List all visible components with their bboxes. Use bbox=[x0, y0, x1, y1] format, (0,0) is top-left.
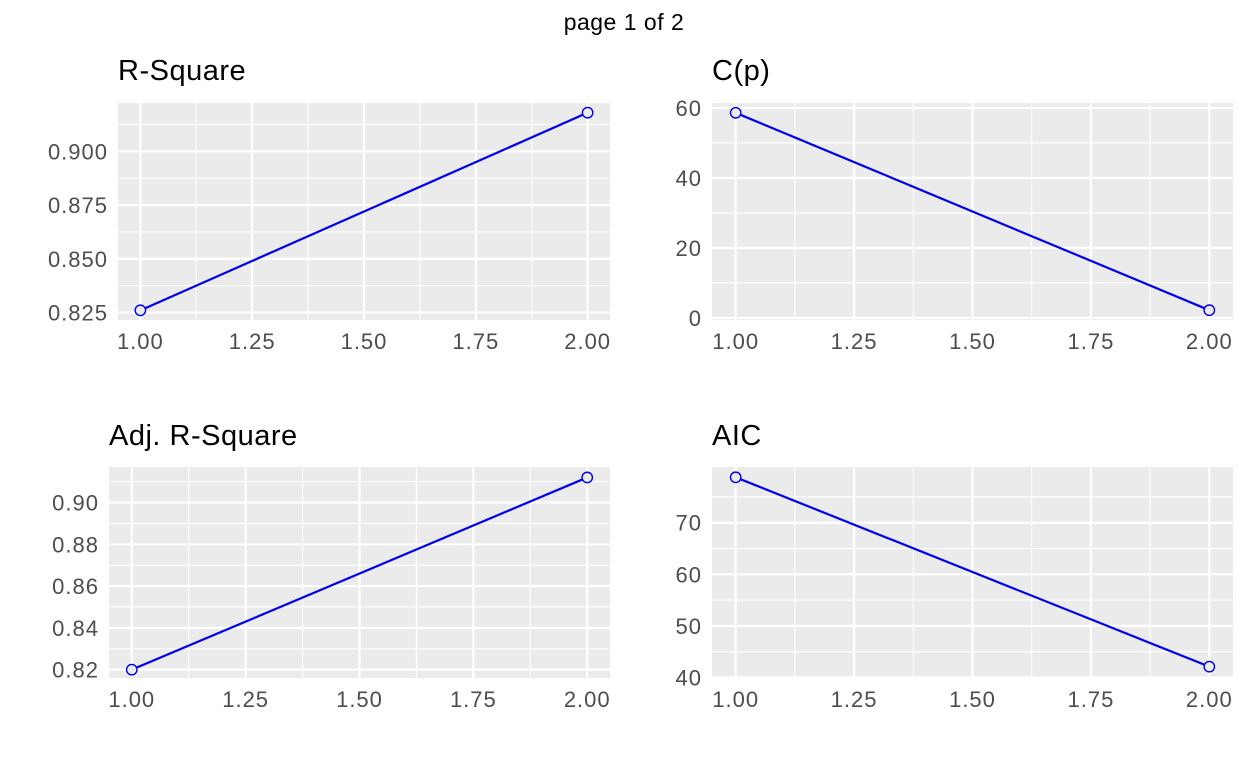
y-tick-label: 0.850 bbox=[48, 247, 108, 272]
y-tick-label: 60 bbox=[676, 96, 702, 121]
data-point-marker bbox=[581, 106, 594, 119]
y-tick-label: 40 bbox=[676, 166, 702, 191]
x-tick-label: 1.25 bbox=[229, 329, 276, 354]
chart-title-cp: C(p) bbox=[712, 55, 771, 87]
data-point-marker bbox=[1203, 304, 1216, 317]
chart-adj-r-square: 1.00 1.25 1.50 1.75 2.00 0.82 0.84 0.86 0.88 0.90 bbox=[52, 467, 610, 712]
x-tick-label: 1.50 bbox=[336, 687, 383, 712]
x-tick-label: 1.25 bbox=[222, 687, 269, 712]
x-tick-label: 1.00 bbox=[117, 329, 164, 354]
x-tick-label: 1.00 bbox=[712, 687, 759, 712]
series-line bbox=[131, 476, 588, 671]
y-tick-label: 0.825 bbox=[48, 300, 108, 325]
x-tick-label: 1.25 bbox=[831, 687, 878, 712]
data-point-marker bbox=[729, 471, 742, 484]
y-tick-label: 0.84 bbox=[52, 616, 99, 641]
x-tick-label: 1.75 bbox=[450, 687, 497, 712]
page-title: page 1 of 2 bbox=[563, 9, 685, 35]
x-tick-label: 1.75 bbox=[1067, 329, 1114, 354]
chart-title-r-square: R-Square bbox=[118, 55, 247, 87]
y-tick-label: 20 bbox=[676, 236, 702, 261]
y-tick-label: 0.86 bbox=[52, 574, 99, 599]
x-tick-label: 2.00 bbox=[1186, 329, 1233, 354]
y-tick-label: 40 bbox=[676, 665, 702, 690]
y-tick-label: 70 bbox=[676, 511, 702, 536]
x-tick-label: 1.75 bbox=[1067, 687, 1114, 712]
y-tick-label: 0.900 bbox=[48, 139, 108, 164]
x-tick-label: 1.00 bbox=[108, 687, 155, 712]
x-tick-label: 2.00 bbox=[564, 687, 611, 712]
data-point-marker bbox=[581, 471, 594, 484]
x-tick-label: 1.00 bbox=[712, 329, 759, 354]
y-tick-label: 0.82 bbox=[52, 658, 99, 683]
data-point-marker bbox=[729, 106, 742, 119]
data-point-marker bbox=[1203, 660, 1216, 673]
x-tick-label: 1.50 bbox=[949, 687, 996, 712]
x-tick-label: 1.75 bbox=[452, 329, 499, 354]
chart-aic: 1.00 1.25 1.50 1.75 2.00 40 50 60 70 bbox=[676, 467, 1233, 712]
x-tick-label: 2.00 bbox=[1186, 687, 1233, 712]
chart-r-square: 1.00 1.25 1.50 1.75 2.00 0.825 0.850 0.875 0.900 bbox=[48, 103, 611, 354]
y-tick-label: 0.90 bbox=[52, 491, 99, 516]
x-tick-label: 1.50 bbox=[949, 329, 996, 354]
series-line bbox=[735, 111, 1210, 312]
y-tick-label: 50 bbox=[676, 614, 702, 639]
x-tick-label: 1.50 bbox=[341, 329, 388, 354]
data-point-marker bbox=[134, 304, 147, 317]
y-tick-label: 0 bbox=[689, 306, 702, 331]
data-point-marker bbox=[125, 663, 138, 676]
y-tick-label: 60 bbox=[676, 562, 702, 587]
y-tick-label: 0.88 bbox=[52, 532, 99, 557]
chart-title-aic: AIC bbox=[712, 420, 762, 452]
chart-cp: 1.00 1.25 1.50 1.75 2.00 0 20 40 60 bbox=[676, 96, 1233, 354]
y-tick-label: 0.875 bbox=[48, 193, 108, 218]
series-line bbox=[139, 111, 589, 312]
series-line bbox=[735, 476, 1210, 668]
chart-title-adj-r-square: Adj. R-Square bbox=[109, 420, 298, 452]
x-tick-label: 1.25 bbox=[831, 329, 878, 354]
x-tick-label: 2.00 bbox=[564, 329, 611, 354]
